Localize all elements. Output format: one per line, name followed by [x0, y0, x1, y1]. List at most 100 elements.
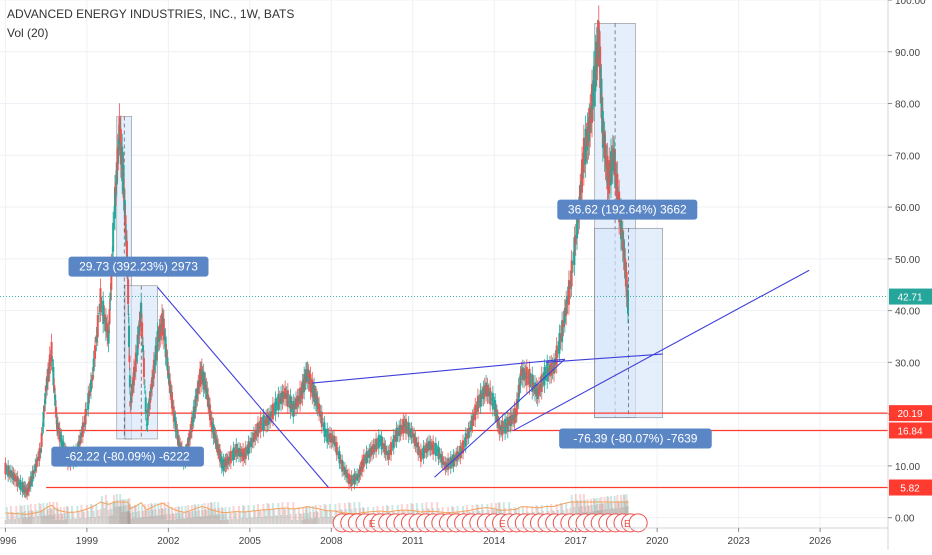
volume-bar — [223, 520, 226, 524]
candle-body — [320, 411, 323, 427]
volume-bar — [65, 506, 68, 524]
volume-bar — [165, 514, 168, 524]
candle-body — [407, 422, 410, 437]
candle-body — [127, 325, 130, 348]
volume-bar — [43, 509, 46, 524]
candle-body — [373, 444, 376, 450]
candle-body — [280, 393, 283, 405]
candle-body — [339, 459, 342, 464]
volume-bar — [278, 509, 281, 524]
candle-body — [619, 209, 622, 240]
candle-body — [490, 398, 493, 400]
candle-body — [445, 463, 448, 467]
candle-body — [136, 334, 139, 356]
candle-body — [89, 379, 92, 392]
y-tick-label: 80.00 — [895, 100, 920, 111]
candle-body — [436, 450, 439, 452]
volume-bar — [148, 510, 151, 524]
volume-ma-line — [5, 501, 629, 515]
volume-bar — [123, 506, 126, 524]
volume-indicator-label: Vol (20) — [7, 26, 49, 40]
volume-bar — [170, 507, 173, 524]
candle-body — [60, 434, 63, 449]
volume-bar — [32, 517, 35, 524]
volume-bar — [254, 511, 257, 524]
candle-body — [375, 438, 378, 452]
measure-label-text: 29.73 (392.23%) 2973 — [79, 260, 198, 274]
volume-bar — [604, 503, 607, 524]
candle-body — [77, 440, 80, 450]
volume-bar — [425, 502, 428, 524]
volume-bar — [296, 520, 299, 524]
volume-bar — [168, 508, 171, 524]
volume-bar — [9, 506, 12, 524]
candle-body — [518, 383, 521, 390]
candle-body — [467, 428, 470, 438]
candle-body — [296, 395, 299, 407]
candle-body — [285, 393, 288, 399]
candle-body — [326, 428, 329, 443]
candle-body — [426, 442, 429, 452]
volume-bar — [70, 506, 73, 524]
candle-body — [597, 21, 600, 51]
volume-bar — [180, 519, 183, 524]
volume-bar — [295, 514, 297, 524]
volume-bar — [130, 519, 133, 524]
candle-body — [37, 456, 40, 462]
candle-body — [504, 418, 507, 434]
candle-body — [417, 442, 420, 456]
candle-body — [167, 369, 170, 376]
volume-bar — [126, 512, 129, 524]
volume-bar — [571, 501, 574, 524]
volume-bar — [25, 517, 28, 524]
volume-bar — [593, 499, 596, 524]
volume-bar — [186, 518, 189, 524]
candle-body — [46, 370, 49, 383]
volume-bar — [202, 516, 205, 524]
candle-body — [26, 488, 29, 495]
candle-body — [316, 398, 319, 410]
volume-bar — [35, 510, 38, 524]
volume-bar — [40, 510, 43, 524]
candle-body — [335, 442, 338, 456]
candle-body — [143, 386, 146, 388]
volume-bar — [139, 517, 142, 524]
volume-bar — [622, 494, 625, 524]
candle-body — [418, 452, 421, 454]
candle-body — [44, 393, 47, 405]
y-tick-label: 10.00 — [895, 462, 920, 473]
volume-bar — [215, 514, 218, 524]
volume-bar — [311, 519, 314, 524]
volume-bar — [77, 512, 80, 524]
candle-body — [170, 392, 173, 409]
candle-body — [132, 366, 135, 386]
volume-bar — [30, 510, 33, 524]
volume-bar — [45, 516, 48, 524]
candle-body — [428, 440, 431, 450]
candle-body — [128, 355, 131, 363]
candle-body — [411, 432, 414, 438]
volume-bar — [189, 512, 192, 524]
volume-bar — [495, 503, 498, 524]
candle-body — [345, 469, 348, 478]
candle-body — [491, 392, 494, 410]
volume-bar — [24, 511, 27, 524]
candle-body — [261, 423, 264, 425]
candle-body — [443, 461, 445, 466]
volume-bar — [213, 502, 216, 524]
volume-bar — [31, 511, 34, 524]
volume-bar — [250, 517, 253, 524]
candle-body — [108, 309, 111, 325]
volume-bar — [248, 511, 251, 524]
volume-bar — [618, 502, 621, 524]
volume-bar — [209, 502, 212, 524]
volume-bar — [305, 507, 308, 524]
candle-body — [295, 398, 297, 410]
candle-body — [599, 46, 602, 89]
candle-body — [570, 260, 573, 287]
volume-bar — [508, 502, 511, 524]
volume-bar — [598, 498, 601, 524]
volume-bar — [95, 504, 98, 524]
